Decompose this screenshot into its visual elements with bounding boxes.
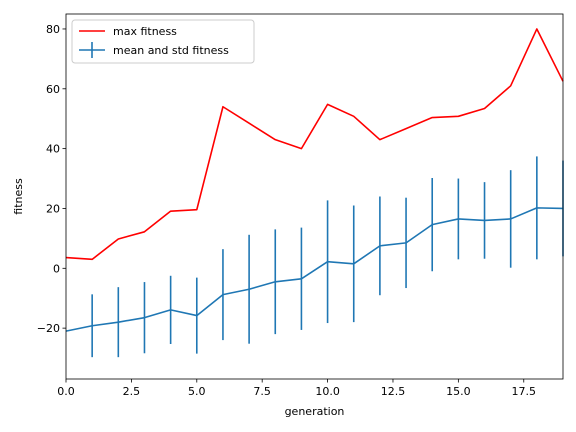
mean-fitness-line xyxy=(65,207,564,332)
plot-series xyxy=(65,28,564,358)
x-tick-label: 2.5 xyxy=(123,385,141,398)
x-axis-ticks: 0.0 2.5 5.0 7.5 10.0 12.5 15.0 17.5 xyxy=(57,379,536,398)
plot-frame xyxy=(65,13,564,380)
y-tick-label: 40 xyxy=(46,143,60,156)
y-axis-ticks: −20 0 20 40 60 80 xyxy=(37,23,66,335)
y-tick-label: 20 xyxy=(46,202,60,215)
y-tick-label: 0 xyxy=(53,262,60,275)
legend-label-max: max fitness xyxy=(113,25,177,38)
x-tick-label: 17.5 xyxy=(512,385,537,398)
x-tick-label: 7.5 xyxy=(253,385,271,398)
x-tick-label: 0.0 xyxy=(57,385,75,398)
y-tick-label: −20 xyxy=(37,322,60,335)
y-axis-label: fitness xyxy=(12,178,25,215)
x-tick-label: 5.0 xyxy=(188,385,206,398)
y-tick-label: 60 xyxy=(46,83,60,96)
y-tick-label: 80 xyxy=(46,23,60,36)
x-tick-label: 12.5 xyxy=(381,385,406,398)
legend-label-mean: mean and std fitness xyxy=(113,44,229,57)
max-fitness-line xyxy=(65,28,564,261)
legend: max fitness mean and std fitness xyxy=(71,19,255,64)
x-tick-label: 10.0 xyxy=(315,385,340,398)
x-tick-label: 15.0 xyxy=(446,385,471,398)
legend-box xyxy=(71,19,255,64)
x-axis-label: generation xyxy=(285,405,345,418)
